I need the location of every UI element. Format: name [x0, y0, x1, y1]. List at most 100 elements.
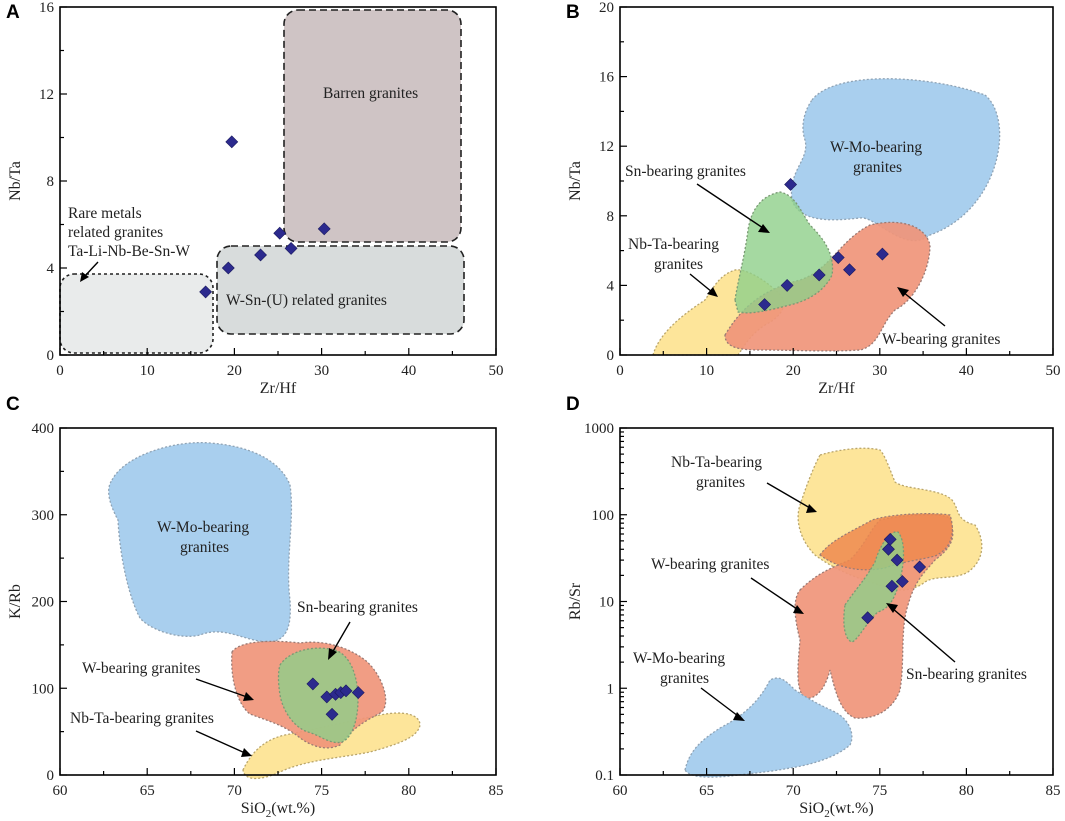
x-tick-label: 30: [872, 363, 887, 379]
field-wsnu-granites: [216, 245, 465, 335]
label-wmo-c-2: granites: [180, 539, 229, 556]
field-sn-bearing-c: [277, 647, 359, 744]
x-tick-label: 0: [56, 363, 64, 379]
data-point: [883, 532, 897, 546]
x-tick-label: 85: [1046, 783, 1061, 799]
y-tick-label: 8: [607, 209, 615, 225]
y-tick-label: 10: [599, 595, 614, 611]
x-tick-label: 65: [140, 783, 155, 799]
x-tick-label: 85: [489, 783, 504, 799]
arrow-w-c: [195, 678, 248, 698]
label-nbta-c: Nb-Ta-bearing granites: [70, 710, 214, 727]
data-point: [890, 553, 904, 567]
label-nbta-b-2: granites: [654, 256, 703, 273]
label-rare-metals-1: Rare metals: [68, 205, 142, 222]
data-point: [325, 707, 339, 721]
x-tick-label: 50: [1046, 363, 1061, 379]
label-sn-b: Sn-bearing granites: [625, 163, 746, 180]
x-tick-label: 50: [489, 363, 504, 379]
field-wmo-bearing-d: [684, 677, 853, 778]
label-wsnu-granites: W-Sn-(U) related granites: [226, 292, 387, 309]
arrowhead-nbta-b: [707, 287, 718, 297]
field-sn-bearing-d: [843, 531, 905, 643]
x-tick-label: 40: [401, 363, 416, 379]
y-tick-label: 400: [32, 421, 55, 437]
y-tick-label: 0: [47, 348, 55, 364]
arrowhead-rare-metals: [80, 272, 89, 282]
arrowhead-nbta-c: [241, 748, 252, 757]
data-point: [780, 278, 794, 292]
x-axis-label: Zr/Hf: [818, 380, 855, 397]
y-axis-label: Nb/Ta: [7, 161, 24, 201]
arrow-nbta-c: [195, 730, 246, 754]
data-point: [875, 247, 889, 261]
label-rare-metals-2: related granites: [68, 224, 163, 241]
label-barren-granites: Barren granites: [323, 85, 418, 102]
x-tick-label: 75: [872, 783, 887, 799]
x-axis-label: SiO2(wt.%): [241, 800, 315, 820]
data-point: [254, 248, 267, 262]
y-tick-label: 100: [592, 508, 615, 524]
y-tick-label: 0: [47, 768, 55, 784]
y-tick-label: 4: [47, 261, 55, 277]
data-point: [895, 575, 909, 588]
arrow-w-b: [902, 291, 946, 327]
label-w-c: W-bearing granites: [82, 660, 200, 677]
label-wmo-d-2: granites: [660, 670, 709, 687]
x-tick-label: 10: [140, 363, 155, 379]
arrowhead-w-c: [243, 692, 254, 701]
y-tick-label: 0: [607, 348, 615, 364]
y-tick-label: 1000: [584, 421, 614, 437]
x-tick-label: 60: [53, 783, 68, 799]
panel-letter-c: C: [6, 394, 20, 415]
arrowhead-w-d: [793, 605, 804, 614]
label-sn-c: Sn-bearing granites: [297, 599, 418, 616]
y-axis-label: Rb/Sr: [567, 582, 584, 620]
data-point: [284, 242, 298, 255]
label-w-b: W-bearing granites: [882, 331, 1000, 348]
arrow-w-d: [750, 577, 798, 610]
label-nbta-d-1: Nb-Ta-bearing: [671, 454, 762, 471]
x-tick-label: 10: [699, 363, 714, 379]
data-point: [861, 611, 875, 625]
y-tick-label: 4: [607, 278, 615, 294]
label-rare-metals-3: Ta-Li-Nb-Be-Sn-W: [68, 243, 190, 260]
x-tick-label: 80: [401, 783, 416, 799]
panel-letter-d: D: [566, 394, 580, 415]
data-point: [882, 542, 895, 556]
x-tick-label: 80: [959, 783, 974, 799]
label-wmo-c-1: W-Mo-bearing: [157, 519, 249, 536]
data-point: [273, 226, 287, 240]
x-tick-label: 70: [227, 783, 242, 799]
data-point: [317, 222, 331, 236]
x-tick-label: 75: [314, 783, 329, 799]
arrowhead-sn-c: [328, 648, 337, 660]
y-tick-label: 8: [47, 174, 55, 190]
arrowhead-sn-d: [886, 603, 898, 613]
x-tick-label: 70: [786, 783, 801, 799]
y-axis-label: Nb/Ta: [567, 161, 584, 201]
y-axis-label: K/Rb: [7, 584, 24, 619]
y-tick-label: 16: [39, 0, 55, 16]
x-tick-label: 40: [959, 363, 974, 379]
y-tick-label: 300: [32, 508, 55, 524]
label-nbta-d-2: granites: [696, 474, 745, 491]
x-tick-label: 20: [227, 363, 242, 379]
x-tick-label: 60: [613, 783, 628, 799]
y-tick-label: 1: [607, 681, 615, 697]
data-point: [885, 579, 899, 593]
arrowhead-nbta-d: [806, 504, 817, 513]
arrowhead-w-b: [897, 287, 909, 297]
data-point: [843, 263, 856, 277]
data-point: [339, 684, 353, 698]
data-point: [913, 560, 927, 574]
arrow-nbta-b: [689, 273, 713, 293]
data-point: [199, 285, 213, 299]
panel-letter-b: B: [566, 2, 580, 23]
x-axis-label: Zr/Hf: [260, 380, 297, 397]
field-sn-bearing-b: [734, 191, 834, 314]
panel-c: C W-Mo-bearing granites Sn-bearing grani…: [6, 394, 504, 820]
arrow-sn-b: [696, 183, 764, 229]
x-axis-label: SiO2(wt.%): [799, 800, 873, 820]
